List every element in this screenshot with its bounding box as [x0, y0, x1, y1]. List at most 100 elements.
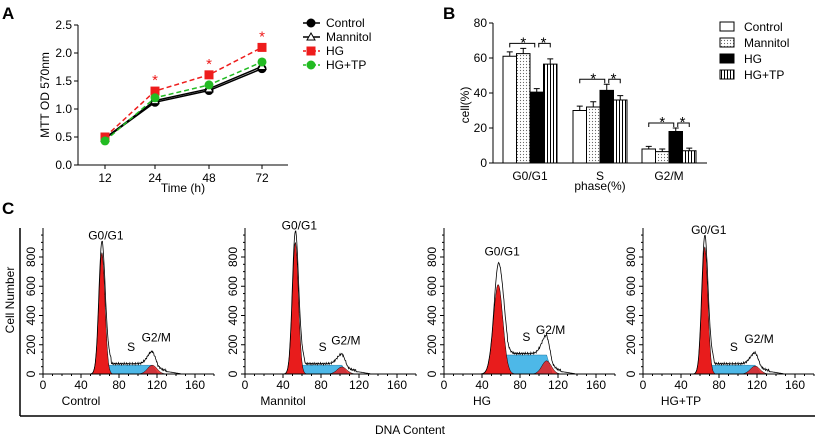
y-tick-label: 0 — [425, 370, 439, 377]
significance-bracket — [509, 42, 536, 48]
y-tick-label: 400 — [425, 305, 439, 325]
chart-a-mtt: 0.0 0.5 1.0 1.5 2.0 2.5 12 24 48 72 Time (h) MTT OD… — [38, 16, 371, 195]
x-tick-label: 160 — [387, 378, 407, 392]
y-tick-label: 0 — [226, 370, 240, 377]
x-tick-label: 0 — [640, 378, 647, 392]
y-tick-label: 2.0 — [55, 46, 72, 60]
x-tick-label: 0 — [242, 378, 249, 392]
data-point-hg — [150, 86, 160, 96]
g0g1-peak-area — [271, 241, 366, 375]
bar-hg — [599, 89, 614, 164]
series-line-control — [104, 67, 263, 140]
x-tick-label: 80 — [314, 378, 328, 392]
peak-label-s: S — [730, 340, 738, 354]
y-tick-label: 200 — [624, 334, 638, 354]
significance-bracket — [677, 122, 690, 127]
peak-label-g0g1: G0/G1 — [691, 223, 727, 237]
y-tick-label: 600 — [425, 276, 439, 296]
significance-star: * — [541, 34, 547, 51]
x-tick-label: G2/M — [654, 169, 683, 183]
y-tick-label: 0 — [24, 370, 38, 377]
y-tick-label: 600 — [24, 276, 38, 296]
significance-star: * — [590, 70, 596, 87]
peak-label-g0g1: G0/G1 — [88, 229, 124, 243]
x-tick-label: 48 — [202, 171, 216, 185]
y-tick-label: 200 — [425, 334, 439, 354]
bar-hg+tp — [543, 63, 558, 164]
y-tick-label: 400 — [24, 305, 38, 325]
x-tick-label: 0 — [441, 378, 448, 392]
x-tick-label: 72 — [255, 171, 269, 185]
x-tick-label: 120 — [147, 378, 167, 392]
y-tick-label: 0 — [624, 370, 638, 377]
peak-label-g0g1: G0/G1 — [484, 245, 520, 259]
histogram-trace — [477, 261, 585, 375]
peak-label-g2m: G2/M — [142, 330, 171, 344]
data-point-hg+tp — [257, 57, 267, 67]
legend-swatch — [719, 53, 735, 64]
data-point-hg — [204, 70, 214, 80]
x-tick-label: 160 — [785, 378, 805, 392]
significance-star: * — [206, 56, 212, 73]
bar-mannitol — [586, 106, 601, 164]
x-tick-label: 80 — [712, 378, 726, 392]
legend-label: HG+TP — [744, 68, 784, 82]
peak-label-g2m: G2/M — [744, 332, 773, 346]
y-tick-label: 60 — [474, 51, 488, 65]
legend-marker — [306, 46, 316, 56]
legend-label: Control — [326, 16, 365, 30]
x-tick-label: S — [596, 169, 604, 183]
x-tick-label: 0 — [40, 378, 47, 392]
y-tick-label: 800 — [425, 247, 439, 267]
x-tick-label: 40 — [74, 378, 88, 392]
x-tick-label: 120 — [349, 378, 369, 392]
significance-star: * — [611, 70, 617, 87]
data-point-hg+tp — [100, 136, 110, 146]
y-tick-label: 80 — [474, 16, 488, 30]
significance-bracket — [579, 78, 606, 84]
histogram-title: Mannitol — [260, 394, 305, 408]
y-tick-label: 600 — [624, 276, 638, 296]
bar-mannitol — [655, 151, 670, 164]
x-tick-label: 40 — [674, 378, 688, 392]
histogram-trace — [81, 240, 191, 375]
histogram-mannitol: 0 40 80 120 160 0 200 400 600 800 G0/G1 S G2/M Mannit… — [226, 218, 417, 408]
x-tick-label: 80 — [513, 378, 527, 392]
histogram-hg: 0 40 80 120 160 0 200 400 600 800 G0/G1 S G2/M HG — [425, 228, 616, 408]
x-tick-label: 40 — [276, 378, 290, 392]
x-axis-label: Time (h) — [161, 181, 205, 195]
bar-hg+tp — [682, 150, 697, 164]
y-tick-label: 1.5 — [55, 74, 72, 88]
bar-hg+tp — [613, 99, 628, 164]
significance-star: * — [259, 28, 265, 45]
y-tick-label: 1.0 — [55, 102, 72, 116]
bar-hg — [529, 91, 544, 164]
significance-bracket — [608, 78, 621, 84]
y-tick-label: 40 — [474, 86, 488, 100]
histogram-trace — [683, 235, 794, 375]
panel-label-b: B — [443, 4, 455, 23]
peak-label-s: S — [127, 340, 135, 354]
legend-swatch — [719, 69, 735, 80]
significance-star: * — [152, 72, 158, 89]
legend-label: HG — [744, 52, 762, 66]
x-tick-label: 160 — [586, 378, 606, 392]
significance-star: * — [680, 114, 686, 131]
bar-control — [572, 110, 587, 164]
histogram-hg-tp: 0 40 80 120 160 0 200 400 600 800 G0/G1 S G2/M HG+TP — [624, 223, 815, 408]
x-tick-label: 40 — [475, 378, 489, 392]
legend-label: HG — [326, 44, 344, 58]
peak-label-s: S — [522, 330, 530, 344]
g0g1-peak-area — [78, 251, 176, 375]
peak-label-s: S — [319, 340, 327, 354]
significance-star: * — [520, 34, 526, 51]
x-axis-label: DNA Content — [375, 423, 446, 437]
chart-b-cell-cycle: 0 20 40 60 80 G0/G1 S G2/M phase(%) cell(%) Contro… — [458, 16, 789, 193]
y-tick-label: 0.0 — [55, 158, 72, 172]
x-tick-label: 80 — [112, 378, 126, 392]
histogram-trace — [274, 230, 380, 375]
g0g1-peak-area — [681, 245, 779, 375]
histogram-title: Control — [62, 394, 101, 408]
y-tick-label: 20 — [474, 121, 488, 135]
